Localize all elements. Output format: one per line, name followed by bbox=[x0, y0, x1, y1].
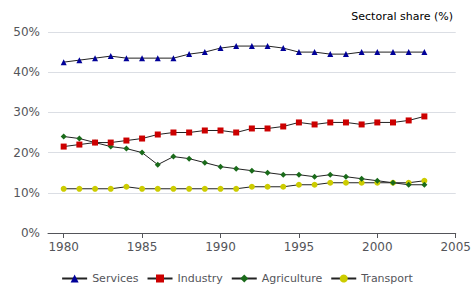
svg-text:Industry: Industry bbox=[178, 272, 224, 285]
svg-text:2000: 2000 bbox=[362, 240, 393, 254]
svg-text:1995: 1995 bbox=[284, 240, 315, 254]
svg-text:Transport: Transport bbox=[360, 272, 413, 285]
svg-text:0%: 0% bbox=[21, 226, 40, 240]
svg-text:1985: 1985 bbox=[127, 240, 158, 254]
svg-text:50%: 50% bbox=[13, 25, 40, 39]
svg-text:Sectoral share (%): Sectoral share (%) bbox=[351, 10, 453, 23]
svg-text:20%: 20% bbox=[13, 146, 40, 160]
svg-text:1990: 1990 bbox=[205, 240, 236, 254]
svg-text:Agriculture: Agriculture bbox=[262, 272, 323, 285]
svg-text:2005: 2005 bbox=[440, 240, 471, 254]
svg-text:1980: 1980 bbox=[48, 240, 79, 254]
svg-text:Services: Services bbox=[92, 272, 139, 285]
svg-text:30%: 30% bbox=[13, 105, 40, 119]
svg-text:10%: 10% bbox=[13, 186, 40, 200]
svg-text:40%: 40% bbox=[13, 65, 40, 79]
